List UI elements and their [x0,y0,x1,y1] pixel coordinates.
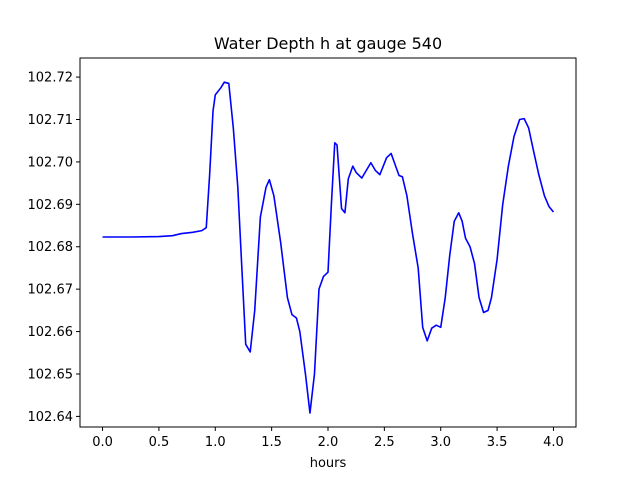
x-axis-label: hours [310,456,347,471]
y-tick-label: 102.67 [28,283,74,298]
x-tick-label: 2.5 [374,435,395,450]
y-tick-label: 102.65 [28,367,74,382]
y-tick-label: 102.71 [28,113,74,128]
plot-area: 0.0 0.5 1.0 1.5 2.0 2.5 3.0 3.5 4.0 102.64 102.65 1… [28,57,577,450]
x-tick-label: 2.0 [318,435,339,450]
x-tick-label: 4.0 [543,435,564,450]
y-tick-label: 102.68 [28,240,74,255]
x-tick-label: 0.5 [149,435,170,450]
chart-title: Water Depth h at gauge 540 [214,34,442,53]
x-tick-label: 3.5 [487,435,508,450]
y-tick-label: 102.64 [28,410,74,425]
x-tick-label: 1.5 [261,435,282,450]
y-tick-label: 102.70 [28,155,74,170]
series-line-0 [102,81,555,414]
y-tick-label: 102.66 [28,325,74,340]
x-tick-label: 1.0 [205,435,226,450]
x-tick-label: 3.0 [430,435,451,450]
x-tick-label: 0.0 [92,435,113,450]
y-tick-label: 102.69 [28,198,74,213]
y-tick-label: 102.72 [28,71,74,86]
